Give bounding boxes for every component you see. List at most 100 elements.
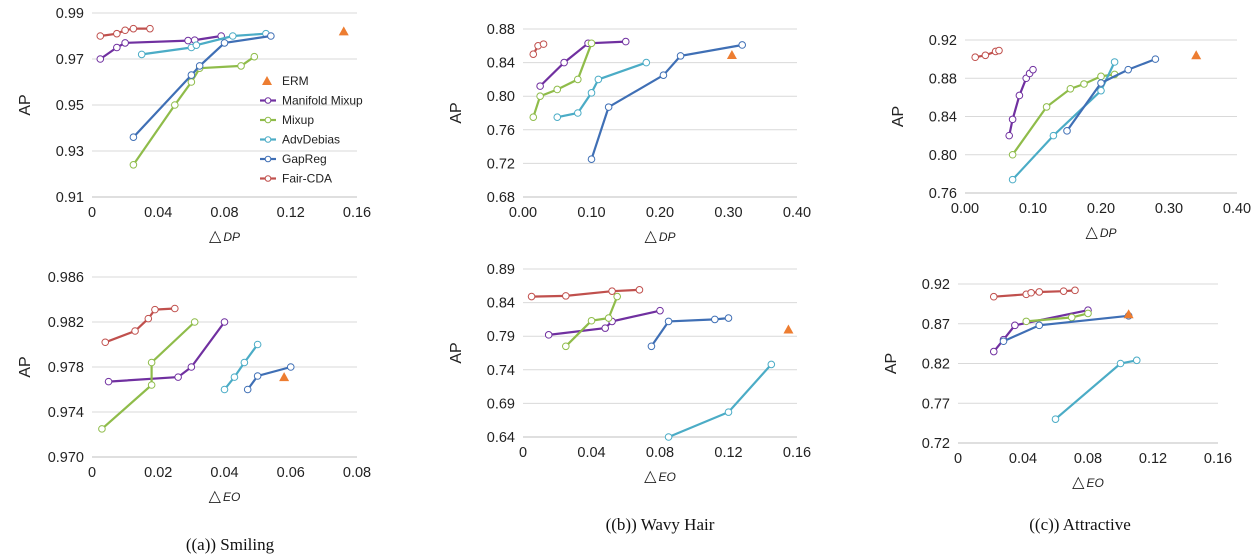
data-point <box>553 113 562 121</box>
data-point <box>553 85 562 94</box>
data-point <box>1051 415 1060 423</box>
data-point <box>253 372 262 380</box>
y-tick-label: 0.986 <box>48 270 84 286</box>
y-axis-label: AP <box>448 102 465 123</box>
y-axis-label: AP <box>883 353 900 374</box>
data-point <box>544 331 553 339</box>
data-point <box>527 292 536 301</box>
series-line-fair-cda <box>531 288 640 298</box>
x-tick-label: 0 <box>88 205 96 221</box>
data-point <box>664 317 673 326</box>
data-point <box>539 40 548 48</box>
data-point <box>147 358 156 367</box>
y-tick-label: 0.76 <box>929 186 957 202</box>
x-tick-label: 0.12 <box>277 205 305 221</box>
data-point <box>664 433 673 441</box>
chart-panel-4: 0.970 0.974 0.978 0.982 0.986 0 0.02 0.04 0.06 0.… <box>17 270 371 505</box>
legend-marker-icon <box>264 97 272 104</box>
data-point <box>113 43 121 52</box>
data-point <box>243 385 252 394</box>
y-tick-label: 0.88 <box>487 22 515 38</box>
data-point <box>174 373 182 381</box>
data-point <box>711 315 719 324</box>
data-point <box>1071 286 1079 295</box>
chart-panel-6: 0.72 0.77 0.82 0.87 0.92 0 0.04 0.08 0.12 0.16 AP △… <box>883 277 1232 491</box>
data-point <box>147 381 156 389</box>
erm-marker <box>279 372 290 382</box>
legend-label: Fair-CDA <box>282 172 332 186</box>
legend-marker-icon <box>264 155 272 163</box>
y-tick-label: 0.87 <box>922 317 950 333</box>
y-tick-label: 0.970 <box>48 450 84 466</box>
data-point <box>587 39 596 48</box>
data-point <box>187 71 196 79</box>
data-point <box>1029 65 1037 74</box>
data-point <box>1015 91 1024 100</box>
legend: ERM Manifold Mixup Mixup AdvDebias GapReg Fai… <box>260 74 363 186</box>
data-point <box>594 75 603 84</box>
legend-label: AdvDebias <box>282 133 340 147</box>
y-tick-label: 0.89 <box>487 262 515 278</box>
data-point <box>1110 58 1119 66</box>
data-point <box>981 51 990 60</box>
x-tick-label: 0.00 <box>951 201 979 217</box>
captions: ((a)) Smiling ((b)) Wavy Hair ((c)) Attr… <box>186 515 1131 554</box>
series-line-advdebias <box>557 61 647 119</box>
series-line-fair-cda <box>104 307 175 344</box>
y-tick-label: 0.68 <box>487 190 515 206</box>
x-tick-label: 0.08 <box>343 465 371 481</box>
delta-symbol: △ <box>645 228 658 245</box>
data-point <box>192 41 201 50</box>
legend-marker-icon <box>264 175 272 182</box>
x-tick-label: 0.08 <box>646 445 674 461</box>
y-tick-label: 0.74 <box>487 363 515 379</box>
data-point <box>1049 131 1058 140</box>
x-tick-label: 0.16 <box>343 205 371 221</box>
erm-marker <box>1191 50 1202 60</box>
data-point <box>989 292 998 301</box>
data-point <box>574 109 582 117</box>
series-line-manifold-mixup <box>548 309 661 336</box>
data-point <box>562 342 570 351</box>
y-axis-label: AP <box>448 342 465 363</box>
data-point <box>195 62 204 70</box>
delta-symbol: △ <box>1072 474 1085 491</box>
x-tick-label: 0.20 <box>646 205 674 221</box>
x-tick-label: 0.40 <box>1223 201 1251 217</box>
y-tick-label: 0.64 <box>487 430 515 446</box>
data-point <box>104 377 113 386</box>
data-point <box>1097 72 1105 81</box>
data-point <box>171 304 179 313</box>
series-line-advdebias <box>1011 61 1116 181</box>
data-point <box>529 50 538 59</box>
series-line-gapreg <box>1003 314 1129 343</box>
data-point <box>1151 55 1160 63</box>
y-tick-label: 0.93 <box>56 144 84 160</box>
y-tick-label: 0.82 <box>922 357 950 373</box>
x-axis-label: △ DP <box>1086 224 1117 241</box>
data-point <box>230 373 239 381</box>
data-point <box>642 58 651 67</box>
data-point <box>146 24 154 33</box>
legend-marker-icon <box>264 116 272 124</box>
x-tick-label: 0.10 <box>1019 201 1047 217</box>
x-axis-subscript: DP <box>659 230 676 244</box>
y-axis-label: AP <box>17 356 34 377</box>
x-tick-label: 0 <box>519 445 527 461</box>
data-point <box>220 385 229 394</box>
y-tick-label: 0.92 <box>929 33 957 49</box>
legend-item-erm: ERM <box>262 74 309 88</box>
data-point <box>1124 65 1132 74</box>
legend-item-mixup: Mixup <box>260 113 314 127</box>
y-tick-label: 0.80 <box>929 148 957 164</box>
data-point <box>738 41 747 49</box>
data-point <box>562 292 570 300</box>
delta-symbol: △ <box>1086 224 1099 241</box>
erm-marker <box>783 324 794 334</box>
data-point <box>267 32 275 40</box>
y-tick-label: 0.95 <box>56 98 84 114</box>
data-point <box>96 32 105 40</box>
data-point <box>1080 80 1088 88</box>
legend-label: GapReg <box>282 152 327 166</box>
